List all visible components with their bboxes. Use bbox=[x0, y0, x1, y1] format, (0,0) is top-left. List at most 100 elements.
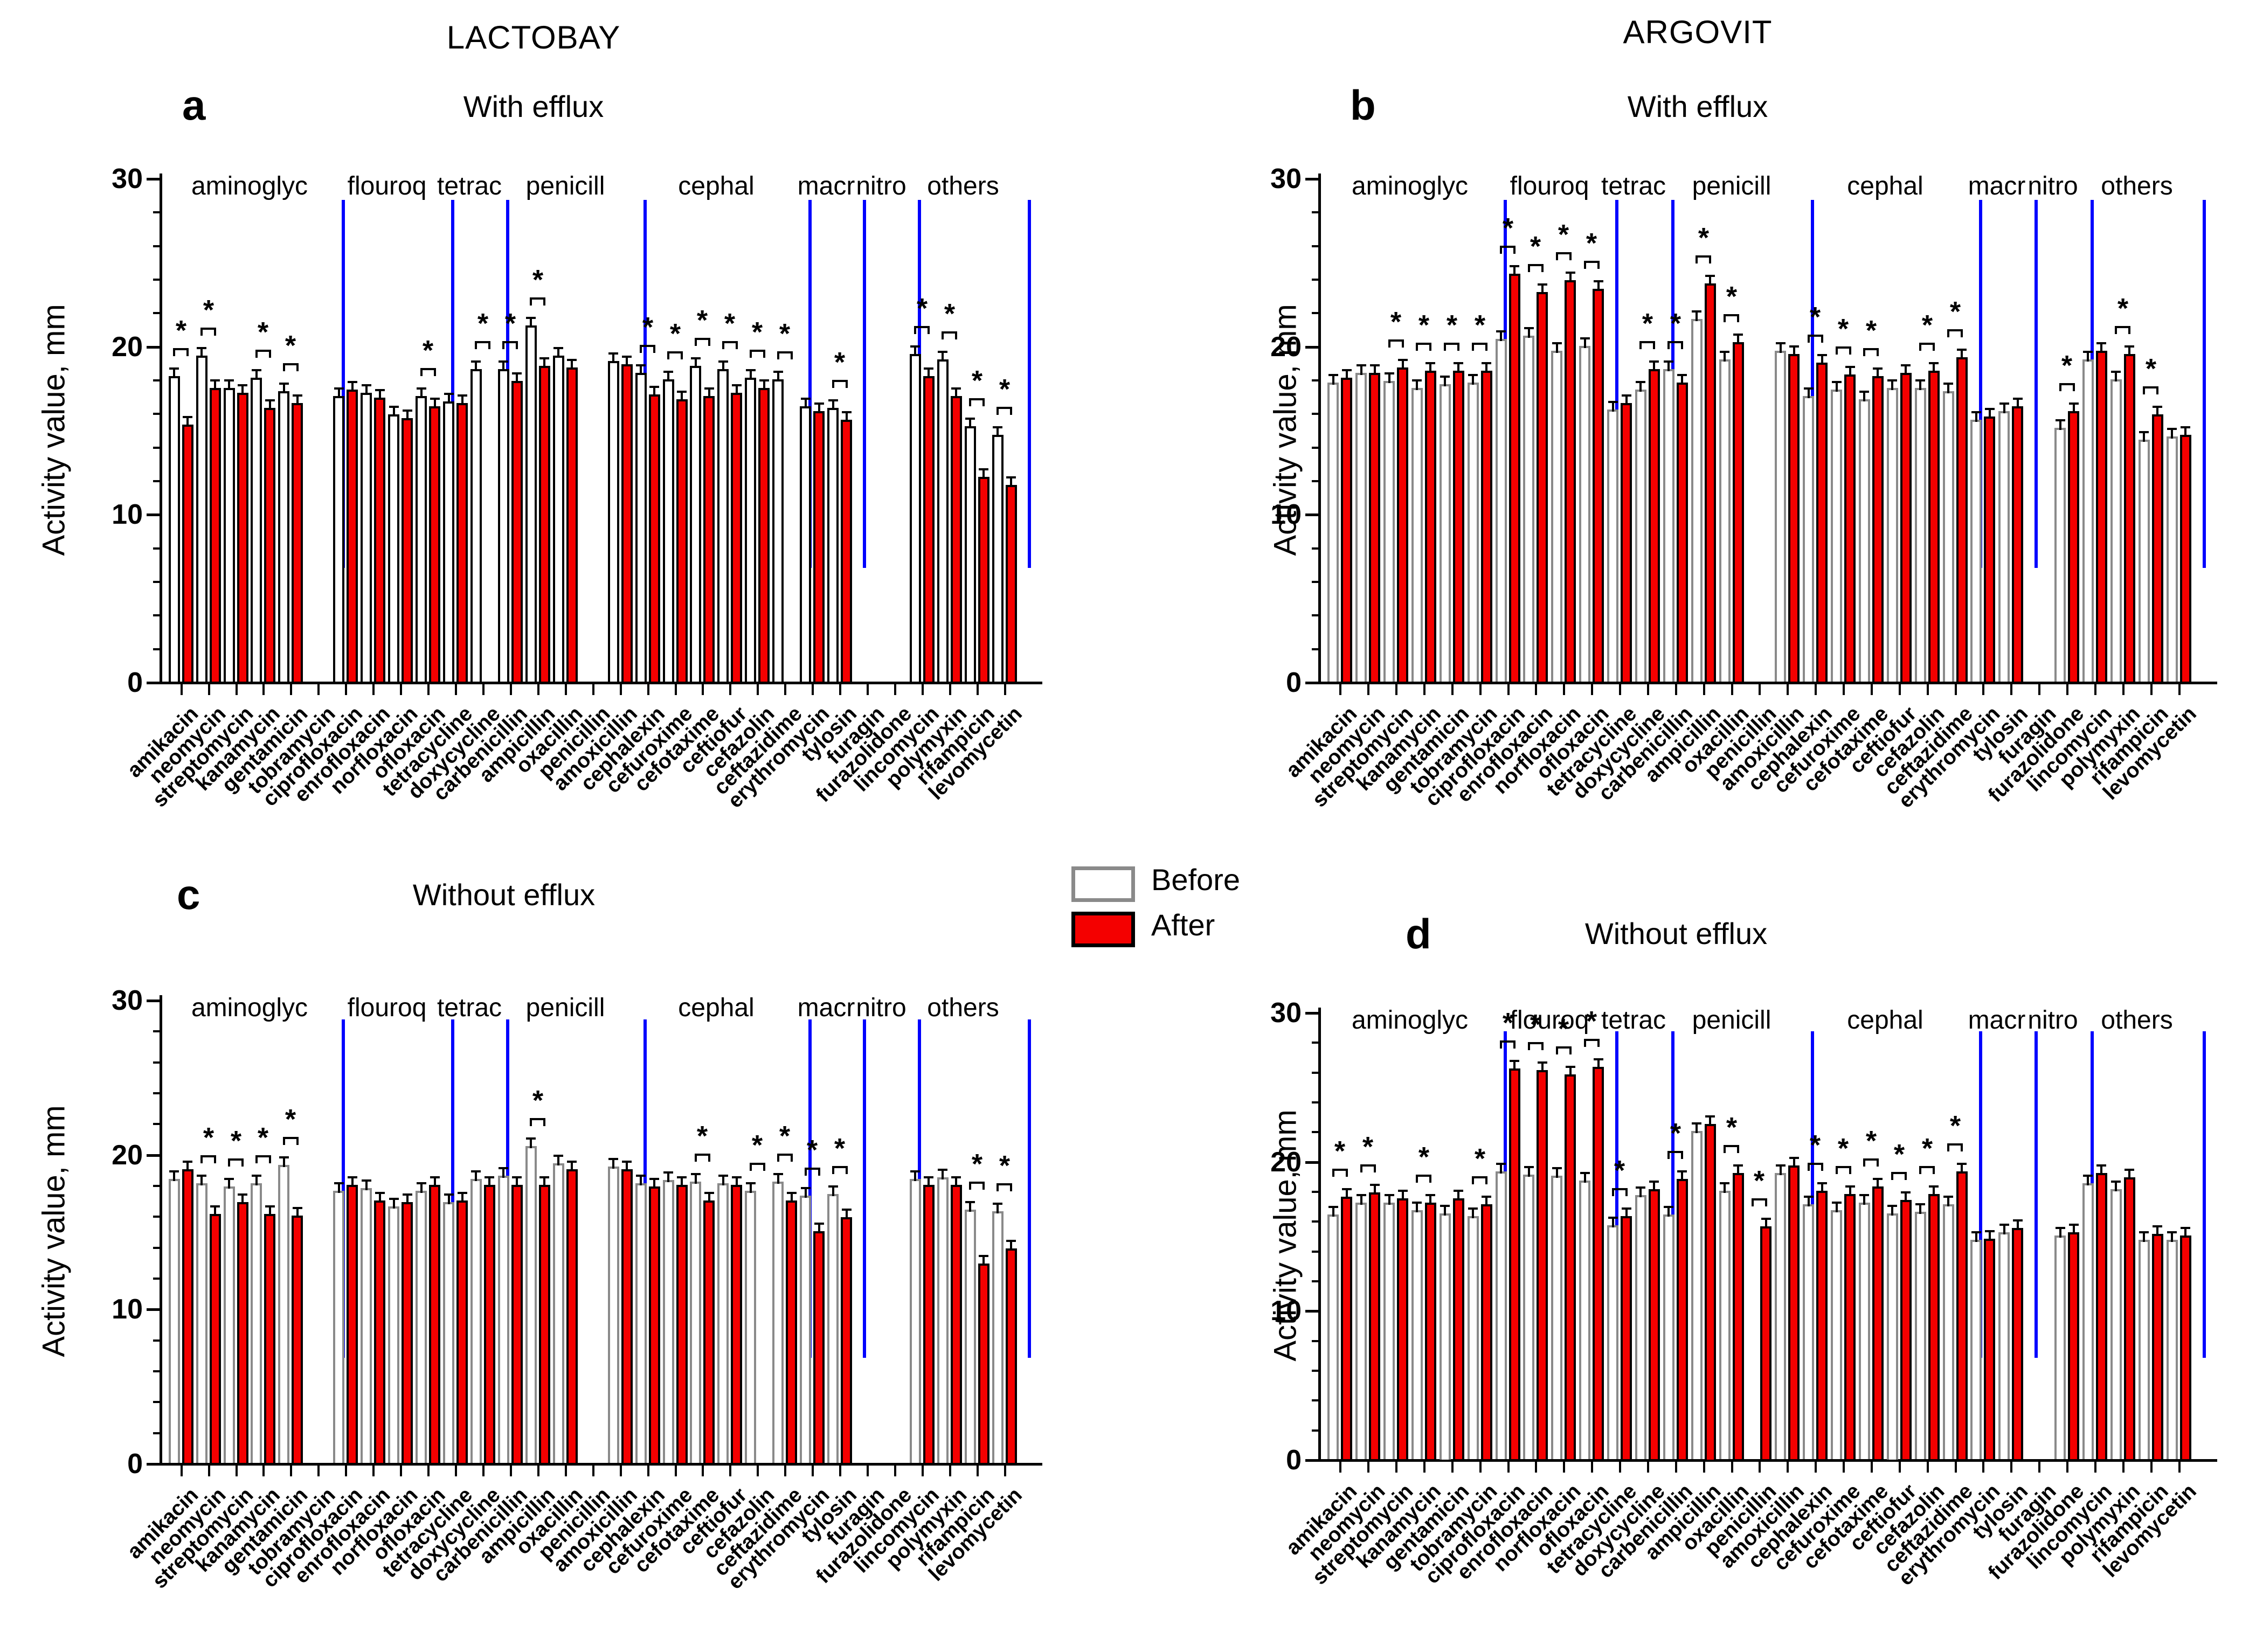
error-bar-cap-after-neomycin bbox=[1370, 364, 1380, 366]
error-bar-stem-before-ofloxacin bbox=[420, 1182, 423, 1193]
y-tick-label-30: 30 bbox=[1270, 997, 1302, 1029]
error-bar-stem-after-rifampicin bbox=[982, 1255, 985, 1266]
error-bar-cap-after-tobramycin bbox=[1482, 1196, 1491, 1198]
bar-before-ciprofloxacin bbox=[1496, 1171, 1507, 1459]
error-bar-cap-after-kanamycin bbox=[1425, 362, 1435, 364]
error-bar-cap-before-ofloxacin bbox=[1580, 337, 1590, 339]
error-bar-cap-before-ceftazidime bbox=[773, 371, 783, 373]
sig-bracket-end-left-kanamycin bbox=[255, 350, 258, 358]
x-tick-cephalexin bbox=[1815, 684, 1817, 695]
error-bar-cap-before-cephalexin bbox=[636, 1175, 646, 1177]
error-bar-cap-after-ampicillin bbox=[539, 357, 549, 359]
sig-bracket-end-left-cefazolin bbox=[1919, 343, 1921, 351]
sig-bracket-end-right-ceftiofur bbox=[1905, 1172, 1907, 1180]
y-major-tick-10 bbox=[1305, 513, 1318, 516]
x-tick-label-cefotaxime: cefotaxime bbox=[629, 1483, 724, 1578]
group-label-penicill: penicill bbox=[525, 172, 605, 200]
error-bar-stem-after-cefuroxime bbox=[681, 1176, 683, 1187]
bar-before-ampicillin bbox=[1691, 1131, 1703, 1459]
error-bar-stem-before-ampicillin bbox=[530, 1137, 532, 1148]
bar-after-cefotaxime bbox=[1872, 1186, 1884, 1459]
y-major-tick-30 bbox=[147, 178, 160, 181]
sig-star-tylosin: * bbox=[834, 347, 846, 378]
x-tick-label-polymyxin: polymyxin bbox=[881, 702, 972, 792]
error-bar-cap-after-ampicillin bbox=[539, 1176, 549, 1178]
bar-before-cefazolin bbox=[745, 1191, 756, 1463]
error-bar-cap-after-tetracycline bbox=[1622, 1207, 1631, 1210]
bar-before-cephalexin bbox=[635, 1183, 647, 1463]
bar-after-tetracycline bbox=[1621, 1216, 1632, 1459]
x-tick-gentamicin bbox=[1451, 1462, 1454, 1473]
x-tick-label-ofloxacin: ofloxacin bbox=[1531, 702, 1614, 784]
error-bar-stem-after-amoxicillin bbox=[1793, 1157, 1795, 1168]
x-tick-label-ampicillin: ampicillin bbox=[474, 1483, 560, 1568]
sig-bracket-end-left-ceftiofur bbox=[1891, 1172, 1893, 1180]
x-tick-carbenicillin bbox=[510, 1466, 512, 1476]
sig-bracket-end-left-cefuroxime bbox=[667, 351, 669, 359]
x-tick-gentamicin bbox=[290, 684, 292, 695]
error-bar-stem-before-ampicillin bbox=[530, 317, 532, 328]
error-bar-cap-after-amikacin bbox=[183, 416, 192, 418]
sig-bracket-end-right-cephalexin bbox=[653, 345, 655, 353]
sig-star-rifampicin: * bbox=[2145, 353, 2157, 385]
error-bar-cap-before-kanamycin bbox=[252, 1175, 261, 1177]
error-bar-cap-after-rifampicin bbox=[979, 1255, 988, 1257]
sig-star-ceftazidime: * bbox=[779, 1121, 791, 1152]
sig-bracket-end-right-neomycin bbox=[214, 1155, 216, 1163]
x-tick-label-enrofloxacin: enrofloxacin bbox=[1452, 702, 1558, 807]
y-major-tick-0 bbox=[1305, 682, 1318, 684]
error-bar-stem-after-cefuroxime bbox=[1849, 1185, 1851, 1196]
error-bar-stem-after-rifampicin bbox=[2156, 406, 2158, 417]
error-bar-cap-after-cefuroxime bbox=[677, 1176, 687, 1178]
x-tick-label-carbenicillin: carbenicillin bbox=[1594, 702, 1698, 806]
y-minor-tick-4 bbox=[1312, 614, 1319, 616]
bar-after-cefuroxime bbox=[1844, 1194, 1856, 1459]
sig-bracket-enrofloxacin bbox=[1528, 264, 1544, 266]
error-bar-cap-before-streptomycin bbox=[1385, 372, 1394, 374]
sig-star-cefazolin: * bbox=[1921, 310, 1933, 341]
error-bar-cap-before-cefotaxime bbox=[691, 357, 701, 359]
x-tick-cephalexin bbox=[647, 1466, 649, 1476]
error-bar-cap-after-amikacin bbox=[1342, 1188, 1352, 1190]
x-tick-label-neomycin: neomycin bbox=[144, 1483, 231, 1570]
sig-bracket-end-right-ofloxacin bbox=[434, 368, 436, 376]
bar-after-oxacillin bbox=[566, 1169, 578, 1463]
bar-before-levomycetin bbox=[2167, 436, 2178, 682]
sig-star-ceftiofur: * bbox=[1893, 1139, 1905, 1170]
x-tick-label-lincomycin: lincomycin bbox=[2022, 1480, 2117, 1574]
sig-star-cefazolin: * bbox=[751, 317, 763, 348]
error-bar-cap-after-ceftiofur bbox=[732, 384, 742, 386]
x-tick-label-ceftiofur: ceftiofur bbox=[1845, 702, 1921, 778]
x-tick-label-furazolidone: furazolidone bbox=[812, 702, 917, 807]
sig-star-enrofloxacin: * bbox=[1530, 231, 1541, 262]
error-bar-cap-before-ceftazidime bbox=[1943, 383, 1953, 385]
error-bar-cap-before-norfloxacin bbox=[389, 406, 399, 408]
error-bar-stem-after-levomycetin bbox=[2184, 426, 2186, 437]
error-bar-cap-after-cefuroxime bbox=[1845, 1185, 1855, 1188]
bar-before-amikacin bbox=[169, 1179, 180, 1463]
x-tick-label-penicillin: penicillin bbox=[1700, 1480, 1781, 1560]
x-tick-oxacillin bbox=[1731, 684, 1733, 695]
x-tick-cefazolin bbox=[757, 1466, 759, 1476]
error-bar-stem-after-levomycetin bbox=[1010, 1240, 1012, 1251]
x-tick-cefuroxime bbox=[1843, 1462, 1845, 1473]
bar-before-amikacin bbox=[169, 376, 180, 682]
error-bar-stem-after-amoxicillin bbox=[1793, 345, 1795, 356]
group-separator-5 bbox=[2035, 200, 2038, 568]
error-bar-stem-before-kanamycin bbox=[255, 369, 258, 380]
error-bar-cap-before-furazolidone bbox=[2056, 1227, 2065, 1229]
bar-after-kanamycin bbox=[1425, 371, 1436, 682]
error-bar-stem-after-enrofloxacin bbox=[1541, 283, 1544, 294]
bar-after-ceftazidime bbox=[1956, 1171, 1968, 1459]
bar-after-norfloxacin bbox=[402, 418, 413, 682]
x-tick-label-ampicillin: ampicillin bbox=[1640, 702, 1726, 787]
error-bar-stem-before-cefuroxime bbox=[1836, 1202, 1838, 1212]
x-tick-label-amoxicillin: amoxicillin bbox=[1715, 702, 1809, 795]
bar-before-oxacillin bbox=[553, 356, 564, 682]
sig-bracket-end-right-carbenicillin bbox=[1681, 1151, 1683, 1159]
bar-before-cefazolin bbox=[1915, 388, 1926, 682]
bar-after-amikacin bbox=[1341, 378, 1352, 682]
sig-bracket-end-left-erythromycin bbox=[805, 1168, 807, 1176]
x-tick-label-cefuroxime: cefuroxime bbox=[1769, 1480, 1865, 1575]
bar-after-penicillin bbox=[1760, 1226, 1771, 1459]
